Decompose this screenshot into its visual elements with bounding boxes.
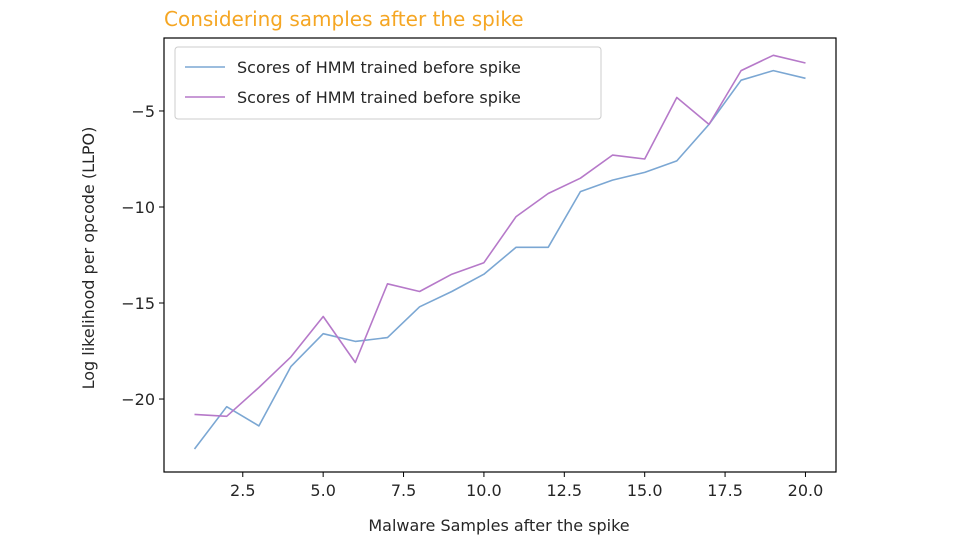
y-tick-label: −20 [121,390,155,409]
legend-label: Scores of HMM trained before spike [237,88,521,107]
legend-box [174,46,602,120]
series-lines [193,54,806,450]
y-axis: −20 −15 −10 −5 [121,102,164,409]
x-tick-label: 12.5 [546,481,582,500]
x-tick-label: 5.0 [310,481,335,500]
x-tick-label: 7.5 [391,481,416,500]
y-axis-label: Log likelihood per opcode (LLPO) [79,127,98,390]
x-tick-label: 20.0 [788,481,824,500]
y-tick-label: −5 [131,102,155,121]
y-tick-label: −15 [121,294,155,313]
plot-area [163,37,837,473]
plot-frame [163,37,837,473]
x-tick-label: 2.5 [230,481,255,500]
y-tick-label: −10 [121,198,155,217]
series-line-2 [194,54,806,418]
legend-label: Scores of HMM trained before spike [237,58,521,77]
chart-title: Considering samples after the spike [164,7,524,31]
x-tick-label: 10.0 [466,481,502,500]
x-tick-label: 17.5 [707,481,743,500]
x-axis: 2.5 5.0 7.5 10.0 12.5 15.0 17.5 20.0 [230,472,823,500]
legend: Scores of HMM trained before spike Scores… [174,46,602,120]
series-line-1 [193,69,806,450]
x-axis-label: Malware Samples after the spike [368,516,629,535]
x-tick-label: 15.0 [627,481,663,500]
